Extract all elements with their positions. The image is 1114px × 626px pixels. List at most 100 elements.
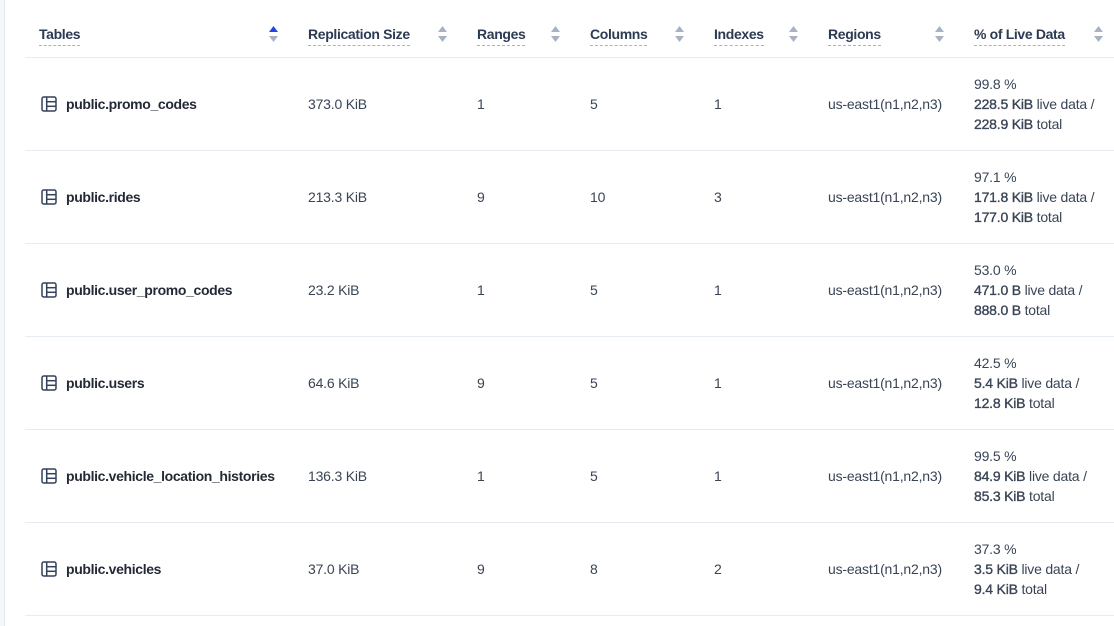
total-data-size: 12.8 KiB total xyxy=(974,393,1114,413)
live-data-cell: 99.8 % 228.5 KiB live data / 228.9 KiB t… xyxy=(974,57,1114,151)
column-header[interactable]: % of Live Data xyxy=(974,0,1114,58)
table-row[interactable]: public.rides 213.3 KiB 9 10 3 us-east1(n… xyxy=(25,150,1114,244)
replication-size-cell: 136.3 KiB xyxy=(308,429,477,523)
table-icon xyxy=(41,282,57,298)
table-row[interactable]: public.users 64.6 KiB 9 5 1 us-east1(n1,… xyxy=(25,336,1114,430)
live-size-label: live data / xyxy=(1021,375,1080,391)
live-size-label: live data / xyxy=(1021,561,1080,577)
table-row[interactable]: public.vehicle_location_histories 136.3 … xyxy=(25,429,1114,523)
regions-cell: us-east1(n1,n2,n3) xyxy=(828,150,974,244)
sort-arrows-icon[interactable] xyxy=(935,26,944,42)
indexes-cell: 1 xyxy=(714,57,828,151)
table-row[interactable]: public.vehicles 37.0 KiB 9 8 2 us-east1(… xyxy=(25,522,1114,616)
indexes-cell: 3 xyxy=(714,150,828,244)
regions-cell: us-east1(n1,n2,n3) xyxy=(828,57,974,151)
columns-cell: 5 xyxy=(590,57,714,151)
table-icon xyxy=(41,96,57,112)
live-size-label: live data / xyxy=(1024,282,1083,298)
indexes-cell: 2 xyxy=(714,522,828,616)
ranges-cell: 9 xyxy=(477,150,590,244)
live-data-size: 84.9 KiB live data / xyxy=(974,466,1114,486)
columns-cell: 5 xyxy=(590,429,714,523)
regions-cell: us-east1(n1,n2,n3) xyxy=(828,429,974,523)
sort-arrows-icon[interactable] xyxy=(1094,26,1103,42)
table-name-link[interactable]: public.user_promo_codes xyxy=(66,282,233,298)
table-row[interactable]: public.user_promo_codes 23.2 KiB 1 5 1 u… xyxy=(25,243,1114,337)
page-left-gutter xyxy=(0,0,5,626)
live-size-value: 5.4 KiB xyxy=(974,375,1018,391)
indexes-cell: 1 xyxy=(714,243,828,337)
total-size-label: total xyxy=(1021,581,1047,597)
column-header[interactable]: Indexes xyxy=(714,0,828,58)
table-name-link[interactable]: public.vehicles xyxy=(66,561,162,577)
live-data-percent: 53.0 % xyxy=(974,262,1017,278)
ranges-cell: 9 xyxy=(477,522,590,616)
column-header-label[interactable]: Replication Size xyxy=(308,27,410,46)
sort-arrows-icon[interactable] xyxy=(675,26,684,42)
table-icon xyxy=(41,189,57,205)
live-size-label: live data / xyxy=(1029,468,1087,484)
table-icon xyxy=(41,375,57,391)
replication-size-cell: 64.6 KiB xyxy=(308,336,477,430)
tables-list-content: Tables Replication Size Ranges Columns xyxy=(5,0,1114,626)
live-data-size: 171.8 KiB live data / xyxy=(974,187,1114,207)
column-header-label[interactable]: Columns xyxy=(590,27,648,46)
column-header-label[interactable]: Regions xyxy=(828,27,881,46)
live-data-percent: 99.8 % xyxy=(974,76,1017,92)
live-size-value: 3.5 KiB xyxy=(974,561,1018,577)
total-size-label: total xyxy=(1029,395,1055,411)
total-size-label: total xyxy=(1029,488,1055,504)
live-data-percent: 99.5 % xyxy=(974,448,1017,464)
live-data-size: 5.4 KiB live data / xyxy=(974,373,1114,393)
columns-cell: 10 xyxy=(590,150,714,244)
indexes-cell: 1 xyxy=(714,336,828,430)
column-header-label[interactable]: Ranges xyxy=(477,27,526,46)
live-data-percent: 37.3 % xyxy=(974,541,1017,557)
live-size-label: live data / xyxy=(1036,96,1095,112)
live-data-size: 3.5 KiB live data / xyxy=(974,559,1114,579)
column-header-label[interactable]: % of Live Data xyxy=(974,27,1065,46)
sort-arrows-icon[interactable] xyxy=(438,26,447,42)
replication-size-cell: 23.2 KiB xyxy=(308,243,477,337)
live-data-cell: 97.1 % 171.8 KiB live data / 177.0 KiB t… xyxy=(974,150,1114,244)
ranges-cell: 1 xyxy=(477,57,590,151)
table-name-link[interactable]: public.vehicle_location_histories xyxy=(66,468,275,484)
table-row[interactable]: public.promo_codes 373.0 KiB 1 5 1 us-ea… xyxy=(25,57,1114,151)
replication-size-cell: 373.0 KiB xyxy=(308,57,477,151)
columns-cell: 8 xyxy=(590,522,714,616)
replication-size-cell: 213.3 KiB xyxy=(308,150,477,244)
regions-cell: us-east1(n1,n2,n3) xyxy=(828,336,974,430)
ranges-cell: 1 xyxy=(477,243,590,337)
total-data-size: 228.9 KiB total xyxy=(974,114,1114,134)
total-data-size: 888.0 B total xyxy=(974,300,1114,320)
table-icon xyxy=(41,468,57,484)
column-header[interactable]: Ranges xyxy=(477,0,590,58)
live-data-cell: 53.0 % 471.0 B live data / 888.0 B total xyxy=(974,243,1114,337)
total-size-value: 177.0 KiB xyxy=(974,209,1033,225)
ranges-cell: 1 xyxy=(477,429,590,523)
column-header[interactable]: Replication Size xyxy=(308,0,477,58)
total-size-value: 85.3 KiB xyxy=(974,488,1026,504)
sort-arrows-icon[interactable] xyxy=(269,26,278,42)
total-data-size: 85.3 KiB total xyxy=(974,486,1114,506)
live-data-cell: 42.5 % 5.4 KiB live data / 12.8 KiB tota… xyxy=(974,336,1114,430)
indexes-cell: 1 xyxy=(714,429,828,523)
column-header[interactable]: Regions xyxy=(828,0,974,58)
replication-size-cell: 37.0 KiB xyxy=(308,522,477,616)
ranges-cell: 9 xyxy=(477,336,590,430)
table-name-link[interactable]: public.promo_codes xyxy=(66,96,197,112)
total-data-size: 9.4 KiB total xyxy=(974,579,1114,599)
total-size-value: 12.8 KiB xyxy=(974,395,1026,411)
total-size-value: 9.4 KiB xyxy=(974,581,1018,597)
table-name-link[interactable]: public.users xyxy=(66,375,145,391)
sort-arrows-icon[interactable] xyxy=(789,26,798,42)
table-name-link[interactable]: public.rides xyxy=(66,189,141,205)
column-header[interactable]: Tables xyxy=(25,0,308,58)
sort-arrows-icon[interactable] xyxy=(551,26,560,42)
column-header[interactable]: Columns xyxy=(590,0,714,58)
column-header-label[interactable]: Tables xyxy=(39,27,81,46)
live-data-cell: 99.5 % 84.9 KiB live data / 85.3 KiB tot… xyxy=(974,429,1114,523)
column-header-label[interactable]: Indexes xyxy=(714,27,764,46)
total-size-label: total xyxy=(1036,116,1063,132)
live-size-label: live data / xyxy=(1036,189,1095,205)
